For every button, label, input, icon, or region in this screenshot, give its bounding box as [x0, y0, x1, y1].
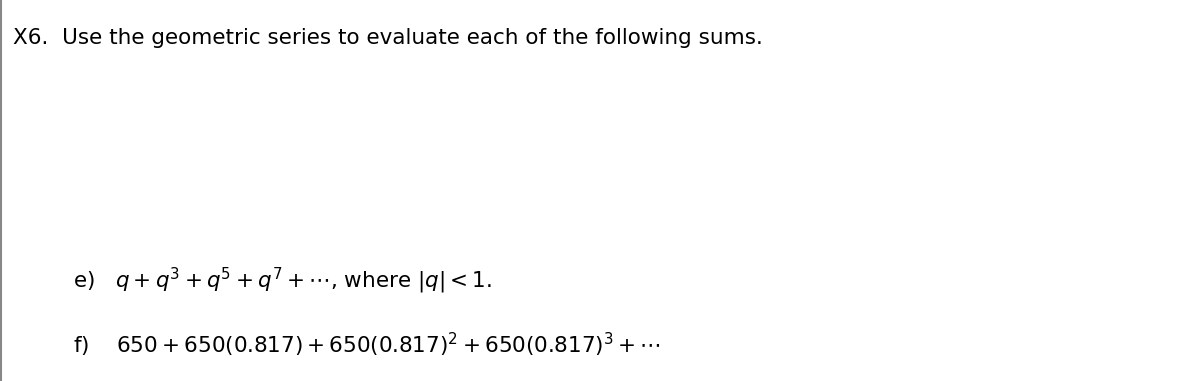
Text: e)   $q + q^3 + q^5 + q^7 + \cdots$, where $|q| < 1.$: e) $q + q^3 + q^5 + q^7 + \cdots$, where…: [73, 266, 492, 296]
Text: f)    $650 + 650(0.817) + 650(0.817)^2 + 650(0.817)^3 + \cdots$: f) $650 + 650(0.817) + 650(0.817)^2 + 65…: [73, 330, 661, 359]
Text: X6.  Use the geometric series to evaluate each of the following sums.: X6. Use the geometric series to evaluate…: [13, 28, 763, 48]
